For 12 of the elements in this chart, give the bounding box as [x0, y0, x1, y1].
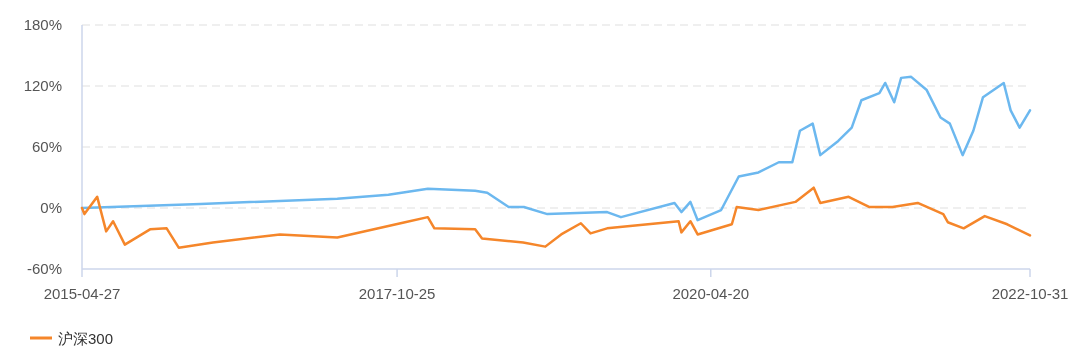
line-series — [80, 186, 1032, 249]
y-tick-label: 180% — [23, 16, 62, 33]
x-tick-label: 2022-10-31 — [991, 285, 1069, 302]
y-tick-label: 0% — [40, 199, 62, 216]
line-series — [80, 75, 1032, 222]
x-tick-label: 2020-04-20 — [672, 285, 750, 302]
x-tick-label: 2017-10-25 — [358, 285, 436, 302]
x-tick-label: 2015-04-27 — [43, 285, 121, 302]
y-tick-label: -60% — [26, 260, 62, 277]
legend-label: 沪深300 — [58, 330, 114, 347]
y-tick-label: 60% — [31, 138, 62, 155]
y-tick-label: 120% — [23, 77, 62, 94]
